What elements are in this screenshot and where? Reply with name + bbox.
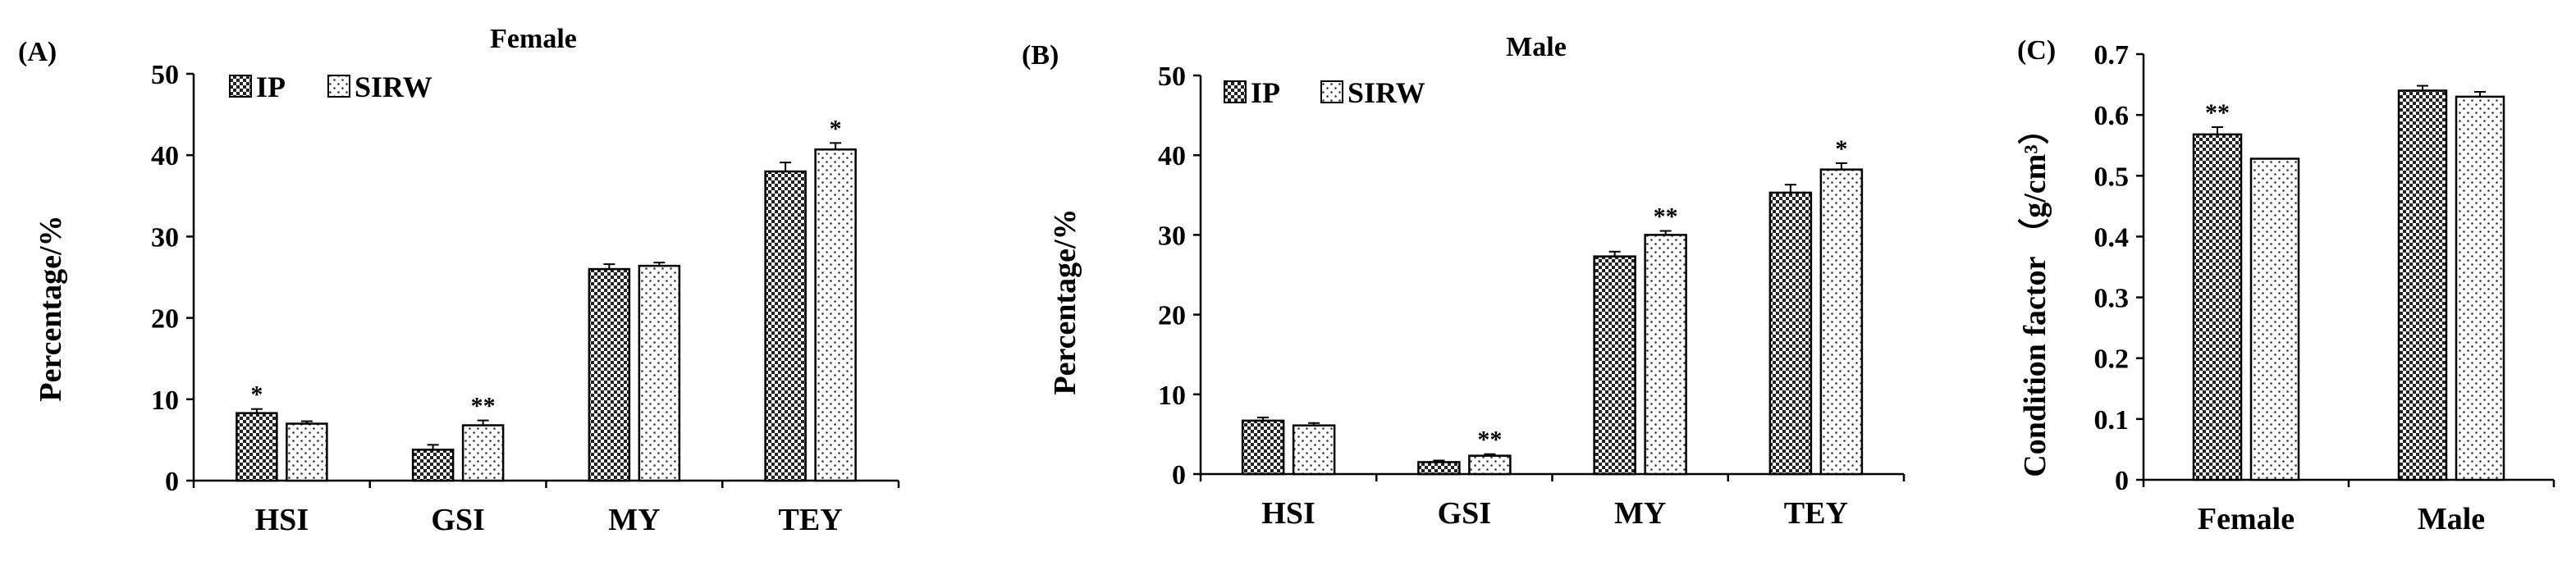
error-bar (780, 162, 792, 172)
chart-panel-a: (A) Female Percentage/% IP SIRW 0 10 20 30 4… (18, 24, 900, 537)
panel-label: (B) (1022, 40, 1059, 71)
y-tick-label: 10 (151, 385, 179, 416)
error-bar (603, 263, 615, 270)
y-tick-label: 0 (1172, 460, 1186, 490)
bar-sirw-tey (1819, 168, 1864, 476)
x-tick-label: MY (1614, 496, 1666, 531)
y-tick-label: 30 (151, 222, 179, 253)
y-tick-label: 30 (1158, 221, 1186, 251)
bar-sirw-female (2249, 157, 2300, 481)
x-tick-label: GSI (1438, 496, 1491, 531)
legend-swatch-sirw (327, 75, 350, 98)
significance-marker: ** (2205, 99, 2230, 126)
bar-ip-tey (764, 170, 807, 482)
significance-marker: * (1835, 135, 1847, 162)
y-tick-label: 0.2 (2094, 344, 2130, 375)
bar-sirw-my (1644, 234, 1687, 476)
y-tick-label: 20 (151, 304, 179, 335)
y-tick-label: 0 (165, 467, 179, 497)
error-bar (1659, 230, 1672, 235)
legend-swatch-ip (1224, 80, 1247, 103)
x-tick-label: HSI (255, 503, 309, 537)
legend-swatch-sirw (1320, 80, 1343, 103)
y-tick-label: 20 (1158, 301, 1186, 331)
y-tick-label: 0.1 (2094, 405, 2130, 436)
bar-ip-my (1593, 255, 1636, 476)
bar-ip-tey (1768, 191, 1813, 476)
y-axis-label: Percentage/% (1048, 208, 1082, 395)
legend: IP SIRW (1224, 76, 1425, 109)
legend: IP SIRW (229, 71, 432, 103)
panel-label: (C) (2017, 35, 2056, 66)
y-tick-label: 0.7 (2094, 40, 2130, 71)
significance-marker: * (250, 381, 263, 408)
error-bar (1484, 453, 1496, 456)
chart-panel-b: (B) Male Percentage/% IP SIRW 0 10 20 30 40 5… (1022, 32, 1906, 531)
error-bar (477, 419, 489, 426)
significance-marker: ** (1477, 426, 1502, 454)
legend-label-ip: IP (256, 71, 286, 103)
y-tick-label: 40 (151, 141, 179, 171)
bar-ip-my (588, 267, 631, 482)
significance-marker: * (830, 115, 842, 142)
y-tick-label: 0.6 (2094, 101, 2130, 131)
error-bar (2212, 125, 2223, 135)
error-bar (830, 142, 842, 150)
error-bar (1257, 416, 1270, 421)
error-bar (1308, 422, 1320, 426)
error-bar (1784, 184, 1796, 193)
y-tick-label: 0.5 (2094, 162, 2130, 192)
error-bar (1608, 250, 1621, 257)
x-tick-label: TEY (779, 503, 843, 537)
y-tick-label: 0.3 (2094, 284, 2130, 314)
error-bar (2474, 90, 2486, 97)
bar-ip-gsi (411, 449, 455, 482)
y-tick-label: 40 (1158, 141, 1186, 171)
bar-ip-female (2192, 133, 2243, 481)
y-tick-label: 50 (151, 60, 179, 90)
bar-ip-gsi (1417, 461, 1461, 476)
legend-label-sirw: SIRW (1347, 76, 1425, 109)
y-tick-label: 50 (1158, 62, 1186, 92)
bar-sirw-gsi (461, 424, 505, 482)
chart-title: Female (490, 24, 577, 54)
bar-ip-male (2397, 89, 2448, 481)
legend-label-sirw: SIRW (355, 71, 432, 103)
bar-sirw-male (2455, 95, 2505, 481)
bar-ip-hsi (1241, 419, 1285, 476)
chart-title: Male (1506, 32, 1567, 62)
bar-ip-hsi (236, 412, 278, 482)
legend-label-ip: IP (1251, 76, 1280, 109)
error-bar (300, 420, 313, 424)
x-tick-label: MY (608, 503, 660, 537)
bar-sirw-hsi (1292, 424, 1336, 476)
x-tick-label: Female (2198, 502, 2295, 536)
bar-sirw-my (638, 264, 681, 482)
bar-sirw-tey (814, 148, 857, 482)
x-tick-label: HSI (1261, 496, 1315, 531)
significance-marker: ** (471, 393, 496, 420)
legend-swatch-ip (229, 75, 252, 98)
bar-sirw-gsi (1468, 454, 1512, 476)
error-bar (653, 262, 666, 267)
error-bar (427, 444, 439, 450)
bar-sirw-hsi (286, 422, 328, 482)
x-tick-label: GSI (431, 503, 484, 537)
error-bar (1433, 459, 1445, 463)
x-tick-label: Male (2418, 502, 2485, 536)
error-bar (2417, 84, 2428, 91)
error-bar (1835, 162, 1847, 170)
y-axis-label: Condition factor （g/cm³） (2018, 113, 2052, 477)
x-tick-label: TEY (1784, 496, 1848, 531)
significance-marker: ** (1654, 203, 1678, 230)
y-tick-label: 0.4 (2094, 222, 2130, 253)
y-tick-label: 10 (1158, 381, 1186, 411)
chart-panel-c: (C) Condition factor （g/cm³） 0 0.1 0.2 0.3 0… (2017, 35, 2555, 536)
panel-label: (A) (18, 37, 57, 67)
error-bar (250, 408, 263, 413)
y-axis-label: Percentage/% (34, 215, 68, 401)
y-tick-label: 0 (2115, 466, 2129, 496)
